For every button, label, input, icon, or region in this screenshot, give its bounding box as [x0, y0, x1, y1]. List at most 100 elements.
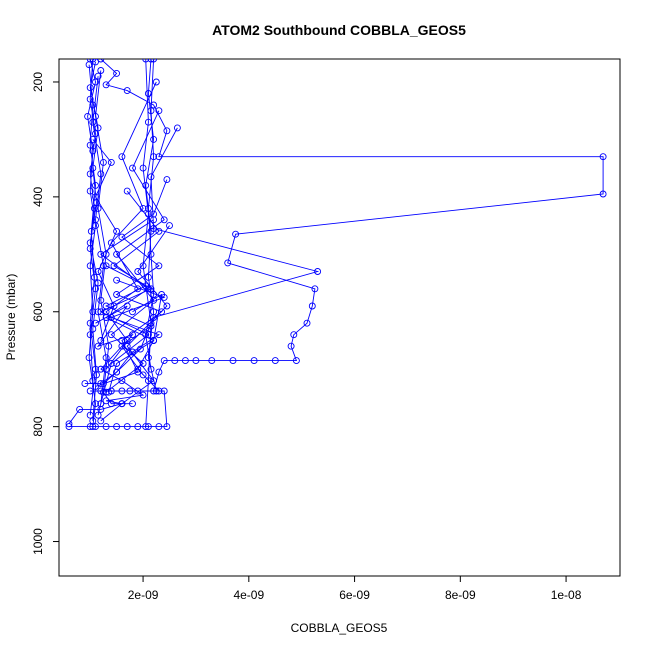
data-point	[147, 59, 155, 63]
data-point	[94, 342, 102, 350]
series-line	[145, 59, 155, 370]
data-point	[129, 348, 136, 356]
data-point	[139, 371, 147, 379]
data-point	[107, 158, 115, 166]
data-point	[150, 337, 158, 344]
data-point	[229, 357, 237, 365]
data-point	[97, 170, 105, 178]
data-point	[139, 391, 147, 399]
data-point	[89, 135, 97, 143]
data-point	[160, 387, 168, 395]
data-point	[155, 262, 163, 270]
data-point	[113, 291, 121, 298]
data-point	[92, 382, 99, 390]
data-point	[102, 354, 110, 362]
data-point	[102, 365, 110, 373]
data-point	[147, 250, 155, 258]
data-point	[224, 259, 232, 267]
data-point	[92, 319, 99, 327]
data-point	[86, 141, 94, 149]
data-point	[113, 368, 121, 376]
data-point	[173, 124, 181, 132]
series-23	[92, 302, 136, 373]
data-point	[110, 302, 118, 310]
data-point	[292, 357, 300, 365]
data-point	[208, 357, 216, 365]
data-point	[142, 59, 150, 63]
x-axis: 2e-09 4e-09 6e-09 8e-09 1e-08	[128, 575, 582, 602]
data-point	[160, 357, 168, 365]
data-point	[107, 239, 115, 247]
data-point	[93, 371, 100, 379]
data-point	[155, 107, 163, 115]
data-point	[314, 268, 322, 275]
data-point	[97, 250, 105, 258]
data-point	[163, 423, 171, 431]
data-point	[152, 78, 160, 86]
data-point	[129, 308, 136, 316]
data-point	[97, 59, 105, 63]
data-point	[599, 153, 607, 161]
series-20	[65, 365, 147, 428]
data-point	[139, 164, 147, 172]
data-point	[287, 342, 295, 350]
data-point	[92, 112, 99, 120]
data-point	[86, 187, 94, 195]
data-point	[92, 285, 99, 293]
data-point	[144, 273, 152, 281]
data-point	[155, 387, 163, 395]
data-point	[99, 380, 107, 388]
data-point	[118, 400, 126, 408]
data-point	[97, 67, 105, 74]
data-point	[192, 357, 200, 365]
data-point	[303, 319, 311, 327]
data-point	[163, 176, 171, 184]
series-line	[68, 368, 145, 425]
data-point	[290, 331, 298, 339]
y-tick-label: 400	[31, 187, 45, 207]
chart-title: ATOM2 Southbound COBBLA_GEOS5	[212, 22, 466, 38]
data-point	[89, 164, 97, 172]
series-line	[95, 179, 168, 387]
data-point	[155, 368, 163, 376]
data-point	[102, 302, 110, 310]
series-17	[97, 187, 163, 408]
x-axis-label: COBBLA_GEOS5	[291, 621, 388, 635]
data-point	[150, 59, 158, 63]
data-point	[92, 78, 99, 86]
data-point	[158, 291, 166, 298]
data-point	[97, 405, 105, 413]
data-point	[92, 193, 99, 201]
y-tick-label: 800	[31, 416, 45, 436]
data-point	[144, 118, 152, 126]
x-tick-label: 4e-09	[233, 588, 264, 602]
data-point	[102, 423, 110, 431]
data-point	[97, 417, 105, 425]
data-point	[118, 387, 126, 395]
data-point	[134, 423, 142, 431]
data-point	[113, 423, 121, 431]
data-point	[97, 308, 105, 316]
data-point	[85, 354, 93, 362]
plot-frame	[58, 58, 621, 577]
data-point	[150, 216, 158, 224]
data-point	[147, 285, 155, 293]
series-21	[126, 291, 166, 395]
data-point	[113, 250, 121, 258]
data-point	[129, 331, 136, 339]
data-point	[90, 204, 98, 212]
data-point	[92, 59, 99, 66]
x-tick-label: 2e-09	[128, 588, 159, 602]
series-line	[84, 127, 320, 385]
data-point	[134, 268, 142, 275]
data-point	[102, 397, 110, 405]
data-point	[308, 302, 316, 310]
data-point	[311, 285, 319, 293]
data-point	[599, 190, 607, 198]
series-line	[99, 190, 160, 404]
data-point	[155, 331, 163, 339]
data-point	[97, 337, 105, 344]
data-point	[155, 227, 163, 235]
data-point	[97, 365, 105, 373]
series-line	[89, 59, 96, 381]
